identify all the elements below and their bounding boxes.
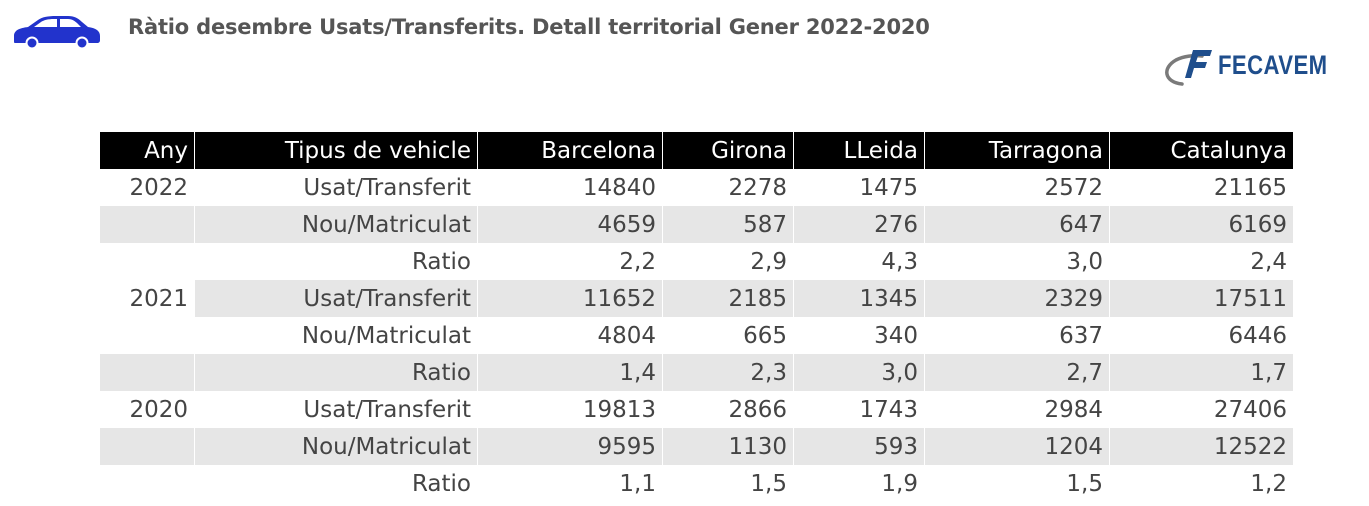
tarragona-cell: 2572 [925, 169, 1110, 206]
col-header-catalunya: Catalunya [1110, 132, 1293, 169]
table-row: Nou/Matriculat 4659 587 276 647 6169 [100, 206, 1293, 243]
lleida-cell: 276 [794, 206, 925, 243]
table-row: 2022 Usat/Transferit 14840 2278 1475 257… [100, 169, 1293, 206]
year-cell [100, 317, 195, 354]
table-header-row: Any Tipus de vehicle Barcelona Girona LL… [100, 132, 1293, 169]
tarragona-cell: 2329 [925, 280, 1110, 317]
car-icon [14, 16, 100, 50]
year-cell [100, 206, 195, 243]
tarragona-cell: 1,5 [925, 465, 1110, 502]
girona-cell: 1130 [663, 428, 794, 465]
vehicle-type-cell: Usat/Transferit [195, 391, 478, 428]
tarragona-cell: 3,0 [925, 243, 1110, 280]
girona-cell: 2278 [663, 169, 794, 206]
table-row: Nou/Matriculat 9595 1130 593 1204 12522 [100, 428, 1293, 465]
catalunya-cell: 2,4 [1250, 248, 1287, 275]
tarragona-cell: 2984 [925, 391, 1110, 428]
lleida-cell: 1,9 [794, 465, 925, 502]
vehicle-type-cell: Nou/Matriculat [195, 428, 478, 465]
barcelona-cell: 14840 [478, 169, 663, 206]
lleida-cell: 340 [794, 317, 925, 354]
table-row: Nou/Matriculat 4804 665 340 637 6446 [100, 317, 1293, 354]
lleida-cell: 593 [794, 428, 925, 465]
logo-text: FECAVEM [1218, 50, 1328, 80]
barcelona-cell: 11652 [478, 280, 663, 317]
girona-cell: 1,5 [663, 465, 794, 502]
tarragona-cell: 647 [925, 206, 1110, 243]
catalunya-cell: 27406 [1213, 396, 1287, 423]
girona-cell: 587 [663, 206, 794, 243]
year-cell [100, 428, 195, 465]
catalunya-cell: 17511 [1110, 280, 1293, 317]
year-cell: 2022 [100, 169, 195, 206]
col-header-girona: Girona [663, 132, 794, 169]
barcelona-cell: 19813 [478, 391, 663, 428]
vehicle-type-cell: Ratio [195, 243, 478, 280]
tarragona-cell: 2,7 [925, 354, 1110, 391]
catalunya-cell: 6446 [1228, 322, 1287, 349]
col-header-barcelona: Barcelona [478, 132, 663, 169]
year-cell [100, 243, 195, 280]
year-cell: 2021 [100, 280, 195, 317]
tarragona-cell: 1204 [925, 428, 1110, 465]
year-cell [100, 354, 195, 391]
catalunya-cell: 21165 [1213, 174, 1287, 201]
vehicle-type-cell: Ratio [195, 465, 478, 502]
barcelona-cell: 1,4 [478, 354, 663, 391]
girona-cell: 2866 [663, 391, 794, 428]
col-header-lleida: LLeida [794, 132, 925, 169]
barcelona-cell: 4804 [478, 317, 663, 354]
table-row: Ratio 1,1 1,5 1,9 1,5 1,2 [100, 465, 1293, 502]
vehicle-type-cell: Nou/Matriculat [195, 206, 478, 243]
catalunya-cell: 1,2 [1250, 470, 1287, 497]
fecavem-logo-mark-icon [1165, 50, 1212, 86]
catalunya-cell: 6169 [1110, 206, 1293, 243]
lleida-cell: 1345 [794, 280, 925, 317]
barcelona-cell: 1,1 [478, 465, 663, 502]
catalunya-cell: 1,7 [1110, 354, 1293, 391]
data-table: Any Tipus de vehicle Barcelona Girona LL… [100, 132, 1293, 502]
vehicle-type-cell: Nou/Matriculat [195, 317, 478, 354]
barcelona-cell: 9595 [478, 428, 663, 465]
table-row: Ratio 2,2 2,9 4,3 3,0 2,4 [100, 243, 1293, 280]
year-cell [100, 465, 195, 502]
col-header-tarragona: Tarragona [925, 132, 1110, 169]
lleida-cell: 4,3 [794, 243, 925, 280]
lleida-cell: 1475 [794, 169, 925, 206]
table-row: 2020 Usat/Transferit 19813 2866 1743 298… [100, 391, 1293, 428]
year-cell: 2020 [100, 391, 195, 428]
vehicle-type-cell: Usat/Transferit [195, 280, 478, 317]
table-row: Ratio 1,4 2,3 3,0 2,7 1,7 [100, 354, 1293, 391]
catalunya-cell: 12522 [1110, 428, 1293, 465]
girona-cell: 665 [663, 317, 794, 354]
page-title: Ràtio desembre Usats/Transferits. Detall… [128, 15, 930, 39]
girona-cell: 2185 [663, 280, 794, 317]
lleida-cell: 1743 [794, 391, 925, 428]
table-row: 2021 Usat/Transferit 11652 2185 1345 232… [100, 280, 1293, 317]
barcelona-cell: 4659 [478, 206, 663, 243]
fecavem-logo: FECAVEM [1162, 44, 1358, 88]
girona-cell: 2,9 [663, 243, 794, 280]
col-header-any: Any [100, 132, 195, 169]
lleida-cell: 3,0 [794, 354, 925, 391]
barcelona-cell: 2,2 [478, 243, 663, 280]
tarragona-cell: 637 [925, 317, 1110, 354]
vehicle-type-cell: Ratio [195, 354, 478, 391]
col-header-tipus-de-vehicle: Tipus de vehicle [195, 132, 478, 169]
vehicle-type-cell: Usat/Transferit [195, 169, 478, 206]
girona-cell: 2,3 [663, 354, 794, 391]
